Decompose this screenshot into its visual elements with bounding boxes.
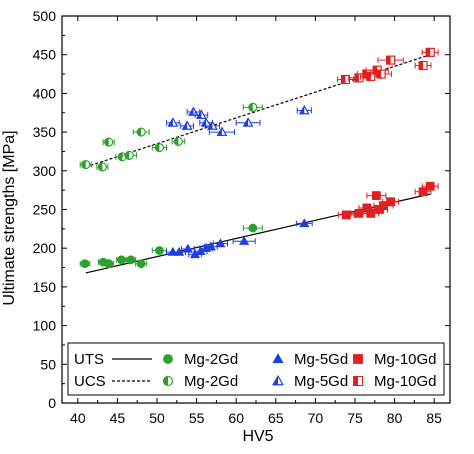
axes: 40 45 50 55 60 65 70 75 80 85 0 50 100 150 200 250 300 35… <box>33 8 451 426</box>
data-point <box>418 187 428 197</box>
x-tick-label: 70 <box>308 410 324 426</box>
legend-entry: Mg-10Gd <box>374 351 437 368</box>
data-point <box>80 259 90 269</box>
data-point <box>376 69 386 79</box>
data-point <box>239 236 250 245</box>
y-tick-label: 450 <box>33 47 57 63</box>
x-tick-label: 75 <box>347 410 363 426</box>
series-ucs-mg-5gd <box>166 105 312 136</box>
y-tick-label: 500 <box>33 8 57 24</box>
series-uts-mg-10gd <box>337 181 439 220</box>
data-point <box>386 55 396 65</box>
data-point <box>418 61 428 71</box>
y-tick-label: 100 <box>33 318 57 334</box>
data-point <box>136 259 146 269</box>
plot-area <box>79 47 439 274</box>
y-tick-label: 0 <box>48 395 56 411</box>
y-tick-label: 400 <box>33 85 57 101</box>
data-point <box>248 223 258 233</box>
x-tick-label: 45 <box>110 410 126 426</box>
data-point <box>124 150 134 160</box>
x-tick-label: 55 <box>189 410 205 426</box>
series-uts-mg-5gd <box>166 218 313 259</box>
data-point <box>216 126 228 136</box>
x-tick-label: 85 <box>426 410 442 426</box>
legend-label-uts: UTS <box>74 351 104 368</box>
x-tick-label: 80 <box>387 410 403 426</box>
data-point <box>196 109 207 119</box>
data-point <box>299 105 310 115</box>
data-point <box>182 243 193 253</box>
x-tick-label: 40 <box>70 410 86 426</box>
data-point <box>154 246 164 255</box>
data-point <box>126 255 136 265</box>
data-point <box>248 102 258 112</box>
data-point <box>200 117 212 127</box>
legend-marker <box>272 375 284 386</box>
legend-entry: Mg-2Gd <box>184 373 238 390</box>
x-tick-label: 60 <box>228 410 244 426</box>
data-point <box>354 73 364 83</box>
y-tick-label: 300 <box>33 163 57 179</box>
data-point <box>136 127 146 137</box>
x-tick-label: 65 <box>268 410 284 426</box>
legend-marker <box>163 354 173 364</box>
data-point <box>154 143 164 153</box>
data-point <box>97 162 107 172</box>
series-ucs-mg-10gd <box>337 47 439 84</box>
data-point <box>181 120 193 130</box>
legend-entry: Mg-5Gd <box>294 351 348 368</box>
legend-marker <box>163 376 173 386</box>
data-point <box>188 106 199 116</box>
data-point <box>215 238 226 248</box>
data-point <box>81 160 91 170</box>
data-point <box>341 210 351 220</box>
data-point <box>425 181 435 191</box>
series-uts-mg-2gd <box>79 223 263 269</box>
legend-marker <box>353 376 363 386</box>
legend-entry: Mg-5Gd <box>294 373 348 390</box>
legend-marker <box>272 353 284 364</box>
y-axis-title: Ultimate strengths [MPa] <box>1 130 18 305</box>
x-tick-label: 50 <box>149 410 165 426</box>
data-point <box>371 191 381 200</box>
legend: UTS Mg-2Gd Mg-5Gd Mg-10Gd UCS Mg-2Gd Mg-5Gd Mg-… <box>67 342 445 396</box>
data-point <box>425 47 435 57</box>
data-point <box>173 136 183 146</box>
data-point <box>386 197 396 207</box>
legend-entry: Mg-10Gd <box>374 373 437 390</box>
y-tick-label: 150 <box>33 279 57 295</box>
y-tick-label: 50 <box>40 356 56 372</box>
legend-box <box>67 342 445 396</box>
legend-label-ucs: UCS <box>74 373 106 390</box>
data-point <box>340 74 350 84</box>
y-tick-label: 350 <box>33 124 57 140</box>
y-tick-label: 200 <box>33 240 57 256</box>
data-point <box>167 117 179 127</box>
data-point <box>366 208 376 218</box>
data-point <box>207 120 218 130</box>
data-point <box>242 117 254 127</box>
x-axis-title: HV5 <box>242 428 273 445</box>
legend-marker <box>353 354 363 364</box>
series-ucs-mg-2gd <box>79 102 263 172</box>
y-tick-label: 250 <box>33 202 57 218</box>
data-point <box>104 137 114 147</box>
data-point <box>104 259 114 269</box>
legend-entry: Mg-2Gd <box>184 351 238 368</box>
data-point <box>116 255 126 265</box>
data-point <box>299 218 310 228</box>
